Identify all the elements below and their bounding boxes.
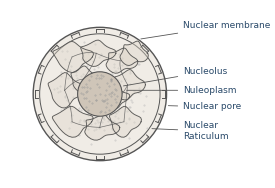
Text: Nuclear pore: Nuclear pore <box>168 102 241 111</box>
Text: Nuclear
Raticulum: Nuclear Raticulum <box>152 121 229 141</box>
Circle shape <box>33 27 167 161</box>
Polygon shape <box>115 70 145 100</box>
Polygon shape <box>48 73 84 108</box>
Polygon shape <box>71 66 98 92</box>
Polygon shape <box>109 106 141 137</box>
Polygon shape <box>120 41 148 65</box>
Polygon shape <box>52 106 93 137</box>
Text: Nucleolus: Nucleolus <box>123 67 227 86</box>
Text: Nuleoplasm: Nuleoplasm <box>127 86 237 95</box>
Polygon shape <box>81 40 116 66</box>
Polygon shape <box>101 87 130 109</box>
Polygon shape <box>53 41 94 73</box>
Polygon shape <box>106 48 138 73</box>
Text: Nuclear membrane: Nuclear membrane <box>141 21 271 39</box>
Circle shape <box>78 72 122 116</box>
Polygon shape <box>85 114 120 140</box>
